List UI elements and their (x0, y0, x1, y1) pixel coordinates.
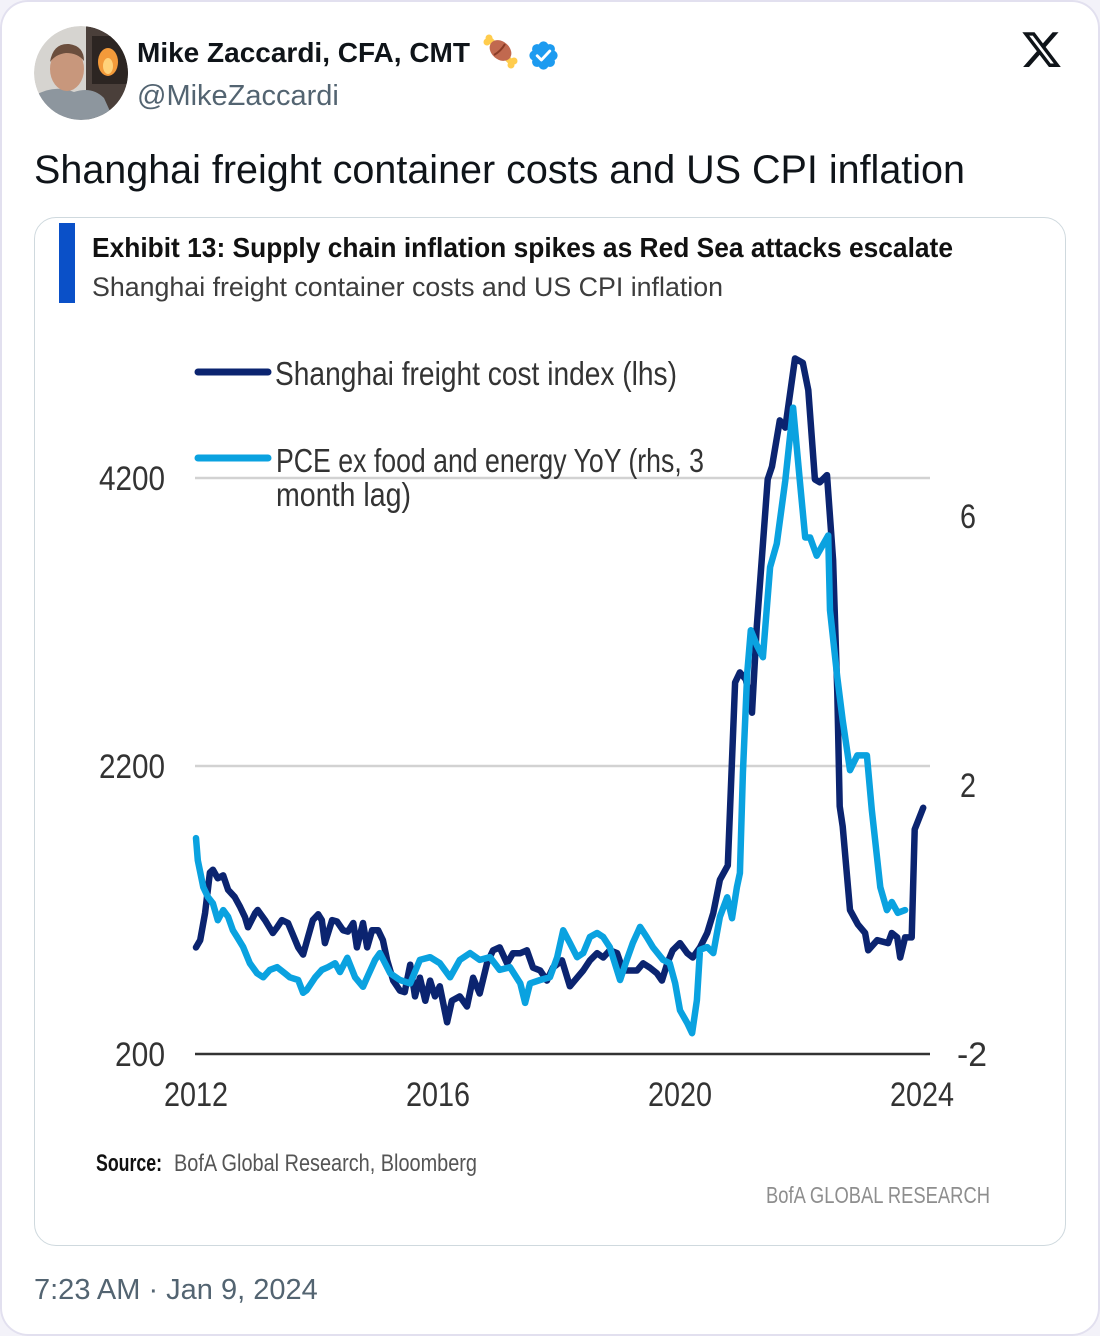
legend-label-shanghai-freight: Shanghai freight cost index (lhs) (275, 355, 677, 392)
y-left-tick-label: 2200 (99, 748, 165, 786)
source-text: BofA Global Research, Bloomberg (174, 1150, 477, 1177)
x-tick-label: 2012 (164, 1076, 228, 1114)
series (192, 354, 926, 1036)
chart: Exhibit 13: Supply chain inflation spike… (58, 222, 990, 1208)
y-right-tick-label: 6 (960, 498, 976, 536)
author-handle[interactable]: @MikeZaccardi (137, 80, 339, 112)
legend-label-pce-line2: month lag) (276, 476, 411, 513)
y-axis-right: -2 2 6 (957, 498, 987, 1074)
avatar-photo (34, 26, 128, 120)
meat-on-bone-emoji-icon (483, 34, 518, 69)
y-right-tick-label: 2 (960, 767, 976, 805)
tweet-text: Shanghai freight container costs and US … (34, 148, 965, 192)
x-tick-label: 2020 (648, 1076, 712, 1114)
exhibit-accent-bar (58, 222, 75, 303)
avatar[interactable] (34, 26, 128, 120)
grid (194, 476, 930, 1055)
legend: Shanghai freight cost index (lhs) PCE ex… (194, 355, 704, 513)
tweet-image[interactable]: Exhibit 13: Supply chain inflation spike… (34, 217, 1066, 1246)
x-axis: 2012 2016 2020 2024 (164, 1076, 954, 1114)
y-left-tick-label: 200 (115, 1036, 165, 1074)
y-right-tick-label: -2 (957, 1036, 987, 1074)
author-name[interactable]: Mike Zaccardi, CFA, CMT (137, 37, 470, 68)
bofa-watermark: BofA GLOBAL RESEARCH (766, 1182, 990, 1208)
timestamp[interactable]: 7:23 AM · Jan 9, 2024 (34, 1274, 318, 1306)
chart-title: Exhibit 13: Supply chain inflation spike… (92, 232, 953, 263)
x-tick-label: 2016 (406, 1076, 470, 1114)
verified-badge-icon (529, 41, 558, 70)
chart-subtitle: Shanghai freight container costs and US … (92, 272, 723, 302)
x-tick-label: 2024 (890, 1076, 954, 1114)
x-logo-icon[interactable] (1020, 30, 1063, 71)
source-label: Source: (96, 1150, 162, 1177)
series-line-shanghai-freight (192, 354, 926, 1026)
y-left-tick-label: 4200 (99, 460, 165, 498)
y-axis-left: 200 2200 4200 (99, 460, 165, 1074)
series-line-pce-core-yoy (192, 403, 908, 1036)
legend-label-pce-line1: PCE ex food and energy YoY (rhs, 3 (276, 442, 704, 479)
